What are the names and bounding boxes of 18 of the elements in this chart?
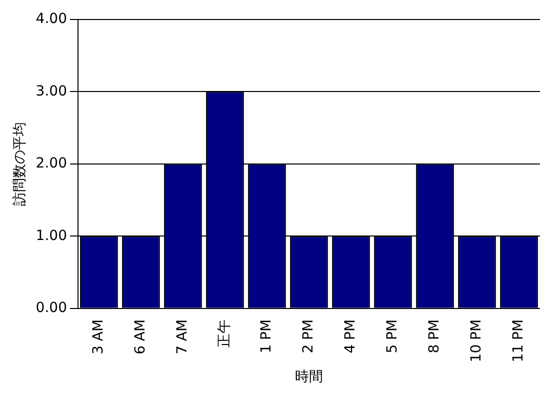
x-tick-label: 5 PM [384,319,401,354]
x-tick-label: 10 PM [468,319,485,362]
x-tick-label: 正午 [216,319,233,348]
x-tick-label: 6 AM [132,319,149,354]
x-tick-label: 11 PM [510,319,527,362]
y-tick-label: 2.00 [36,156,67,172]
x-tick-label: 7 AM [174,319,191,354]
y-axis-title: 訪問数の平均 [12,122,28,206]
y-tick-label: 1.00 [36,228,67,244]
x-tick-label: 2 PM [300,319,317,354]
x-tick-label: 1 PM [258,319,275,354]
y-tick-label: 4.00 [36,11,67,28]
y-tick-label: 0.00 [36,300,67,316]
x-tick-label: 4 PM [342,319,359,354]
x-tick-label: 8 PM [426,319,443,354]
x-tick-label: 3 AM [90,319,107,354]
x-axis-title: 時間 [294,369,323,386]
y-tick-label: 3.00 [36,83,67,100]
